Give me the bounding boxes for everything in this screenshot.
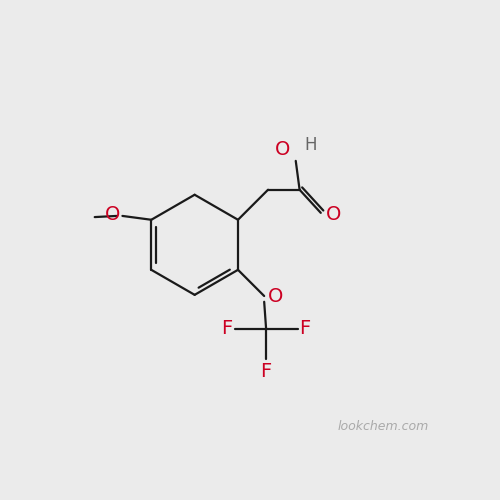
Text: O: O bbox=[326, 206, 341, 225]
Text: O: O bbox=[276, 140, 290, 159]
Text: F: F bbox=[260, 362, 272, 381]
Text: H: H bbox=[304, 136, 316, 154]
Text: O: O bbox=[268, 288, 283, 306]
Text: F: F bbox=[300, 319, 311, 338]
Text: lookchem.com: lookchem.com bbox=[338, 420, 429, 434]
Text: F: F bbox=[222, 319, 232, 338]
Text: O: O bbox=[105, 206, 120, 225]
